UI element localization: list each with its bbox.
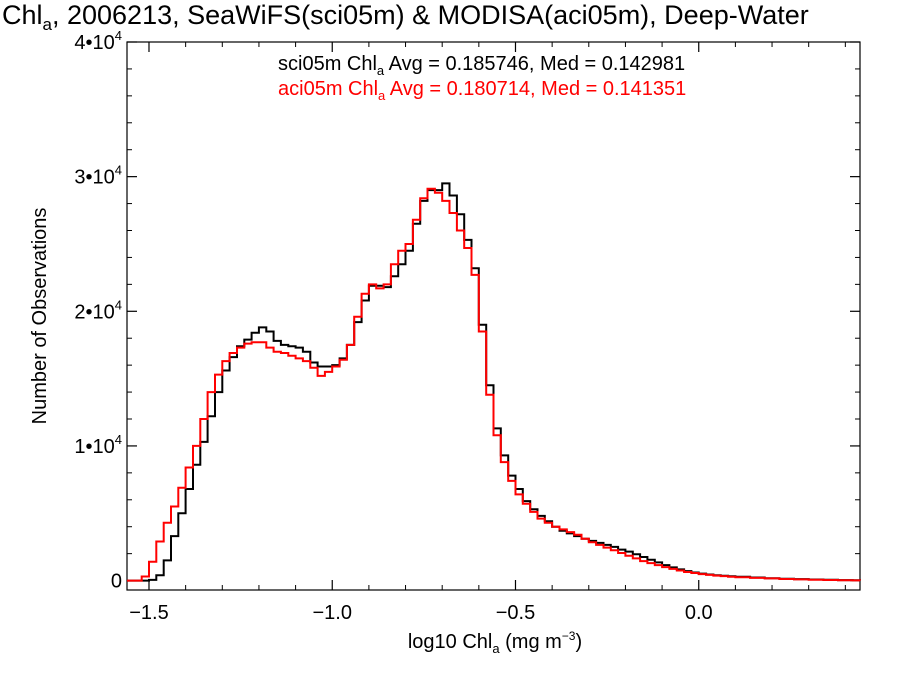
xlabel-superscript: −3: [562, 629, 576, 643]
y-tick-label: 1•104: [74, 432, 122, 458]
legend-item-aci05m: aci05m Chla Avg = 0.180714, Med = 0.1413…: [278, 78, 686, 103]
y-tick-label: 0: [111, 571, 122, 593]
series-line-sci05m: [127, 182, 861, 582]
y-tick-label: 3•104: [74, 163, 122, 189]
title-rest: , 2006213, SeaWiFS(sci05m) & MODISA(aci0…: [52, 0, 809, 30]
x-axis: −1.5 −1.0 −0.5 0.0: [129, 42, 846, 624]
legend-sci05m-stats: Avg = 0.185746, Med = 0.142981: [384, 53, 685, 75]
x-tick-label: 0.0: [685, 602, 713, 624]
xlabel-prefix: log10 Chl: [408, 631, 493, 653]
x-axis-label: log10 Chla (mg m−3): [408, 629, 582, 656]
legend-aci05m-stats: Avg = 0.180714, Med = 0.141351: [385, 78, 686, 100]
xlabel-subscript: a: [492, 641, 500, 656]
y-axis-label: Number of Observations: [29, 208, 51, 425]
title-subscript: a: [43, 15, 53, 34]
plot-frame: [126, 41, 861, 591]
xlabel-unit: (mg m: [500, 631, 562, 653]
x-tick-label: −1.0: [312, 602, 351, 624]
xlabel-close: ): [575, 631, 582, 653]
y-axis: 0 1•104 2•104 3•104 4•104: [74, 28, 860, 593]
legend-item-sci05m: sci05m Chla Avg = 0.185746, Med = 0.1429…: [278, 53, 685, 78]
series-group: [127, 182, 861, 582]
x-tick-label: −1.5: [129, 602, 168, 624]
title-prefix: Chl: [2, 0, 43, 30]
legend-sci05m-sub: a: [377, 63, 385, 78]
x-tick-label: −0.5: [496, 602, 535, 624]
y-tick-label: 4•104: [74, 28, 122, 54]
series-line-aci05m: [127, 187, 861, 582]
legend-sci05m-name: sci05m Chl: [278, 53, 377, 75]
legend: sci05m Chla Avg = 0.185746, Med = 0.1429…: [278, 53, 686, 103]
legend-aci05m-name: aci05m Chl: [278, 78, 378, 100]
y-tick-label: 2•104: [74, 297, 122, 323]
legend-aci05m-sub: a: [378, 88, 386, 103]
chart-title: Chla, 2006213, SeaWiFS(sci05m) & MODISA(…: [2, 0, 809, 34]
